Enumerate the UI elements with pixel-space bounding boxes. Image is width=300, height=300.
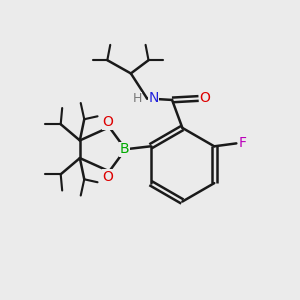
Text: B: B — [120, 142, 130, 156]
Text: H: H — [132, 92, 142, 105]
Text: O: O — [200, 92, 211, 106]
Text: F: F — [239, 136, 247, 150]
Text: O: O — [102, 115, 113, 129]
Text: N: N — [148, 92, 159, 106]
Text: O: O — [102, 169, 113, 184]
